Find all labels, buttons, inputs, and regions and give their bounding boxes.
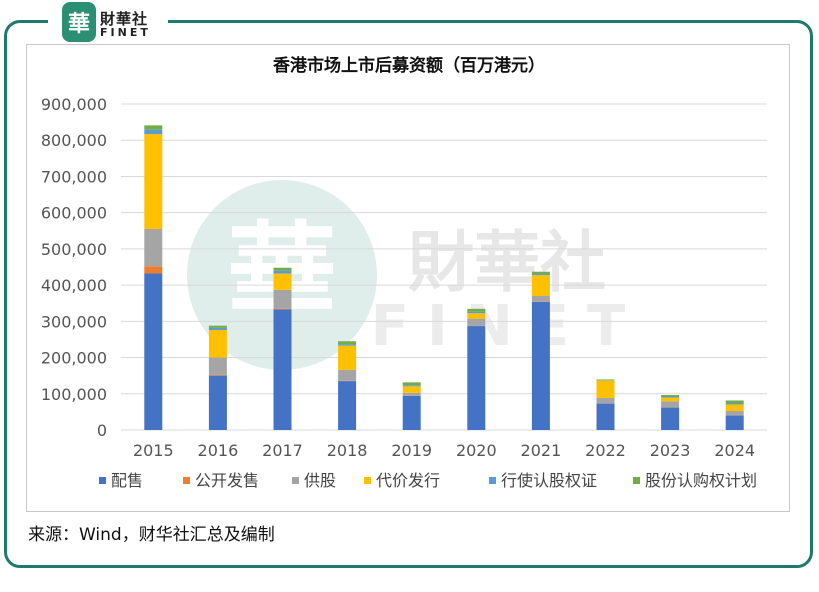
bar-segment: [402, 382, 421, 386]
y-tick-label: 300,000: [41, 312, 107, 331]
y-tick-label: 900,000: [41, 95, 107, 114]
source-note: 来源：Wind，财华社汇总及编制: [28, 525, 275, 545]
bar-segment: [144, 273, 163, 430]
bar-segment: [531, 274, 550, 296]
y-tick-label: 0: [97, 421, 107, 440]
logo-badge-icon: 華: [62, 2, 96, 42]
x-tick-label: 2017: [262, 441, 303, 460]
bar-segment: [661, 401, 680, 408]
bar-segment: [273, 309, 292, 430]
bar-segment: [273, 273, 292, 290]
chart-area: 華 財華社 FINET 香港市场上市后募资额（百万港元） 0 100,000 200…: [26, 44, 790, 512]
bar-segment: [144, 134, 163, 229]
legend-swatch: [99, 477, 106, 484]
legend-swatch: [183, 477, 190, 484]
x-tick-label: 2024: [714, 441, 755, 460]
x-tick-label: 2015: [133, 441, 174, 460]
x-tick-label: 2023: [650, 441, 691, 460]
bar-segment: [273, 270, 292, 274]
bar-segment: [725, 415, 744, 430]
bar-segment: [467, 318, 486, 326]
bar-segment: [208, 330, 227, 358]
bar-segment: [661, 397, 680, 402]
bar-segment: [273, 267, 292, 271]
bar-segment: [661, 396, 680, 398]
bar-segment: [725, 400, 744, 404]
legend-label: 代价发行: [376, 471, 440, 490]
bar-segment: [531, 271, 550, 274]
watermark-english-text: FINET: [371, 294, 643, 359]
y-tick-label: 200,000: [41, 349, 107, 368]
bar-segment: [338, 341, 357, 345]
watermark-logo: 華 財華社 FINET: [187, 180, 643, 370]
bar-segment: [208, 374, 227, 376]
bar-segment: [596, 379, 615, 381]
legend-label: 公开发售: [195, 471, 259, 490]
bar-segment: [273, 308, 292, 310]
bar-segment: [596, 403, 615, 430]
y-tick-label: 600,000: [41, 204, 107, 223]
x-tick-label: 2018: [327, 441, 368, 460]
bar-segment: [725, 404, 744, 411]
legend-swatch: [489, 477, 496, 484]
bar-segment: [402, 395, 421, 430]
bar-segment: [467, 313, 486, 319]
x-tick-label: 2022: [585, 441, 626, 460]
x-tick-label: 2021: [521, 441, 562, 460]
bar-segment: [208, 375, 227, 430]
bar-segment: [144, 228, 163, 267]
chart-title: 香港市场上市后募资额（百万港元）: [273, 55, 545, 76]
legend-label: 行使认股权证: [501, 471, 597, 490]
stacked-bar-chart: 華 財華社 FINET 香港市场上市后募资额（百万港元） 0 100,000 200…: [41, 55, 767, 490]
x-tick-label: 2019: [391, 441, 432, 460]
bar-segment: [725, 410, 744, 416]
finet-logo: 華 財華社 FINET: [48, 2, 168, 42]
bar-segment: [596, 380, 615, 398]
y-tick-label: 800,000: [41, 131, 107, 150]
bar-segment: [338, 344, 357, 346]
bar-segment: [467, 308, 486, 312]
bar-segment: [144, 266, 163, 274]
x-tick-label: 2020: [456, 441, 497, 460]
bar-segment: [338, 381, 357, 430]
y-tick-label: 500,000: [41, 240, 107, 259]
x-tick-label: 2016: [198, 441, 239, 460]
y-tick-label: 700,000: [41, 167, 107, 186]
legend-swatch: [364, 477, 371, 484]
bar-segment: [208, 357, 227, 375]
bar-segment: [661, 395, 680, 397]
bar-segment: [402, 385, 421, 387]
bar-segment: [338, 345, 357, 370]
legend-swatch: [292, 477, 299, 484]
y-tick-label: 400,000: [41, 276, 107, 295]
logo-english-text: FINET: [100, 26, 151, 39]
watermark-chinese-text: 財華社: [408, 224, 606, 301]
legend-swatch: [633, 477, 640, 484]
bar-segment: [531, 301, 550, 430]
y-tick-label: 100,000: [41, 385, 107, 404]
bar-segment: [144, 125, 163, 130]
legend-label: 股份认购权计划: [645, 471, 757, 490]
bar-segment: [531, 273, 550, 275]
bar-segment: [144, 129, 163, 135]
bar-segment: [338, 369, 357, 381]
bar-segment: [467, 326, 486, 430]
bar-segment: [467, 311, 486, 314]
bar-segment: [661, 407, 680, 430]
bar-segment: [725, 403, 744, 405]
legend-label: 配售: [111, 471, 143, 490]
bar-segment: [596, 397, 615, 404]
legend-label: 供股: [304, 471, 336, 490]
bar-segment: [402, 386, 421, 393]
bar-segment: [402, 392, 421, 396]
bar-segment: [531, 295, 550, 302]
bar-segment: [208, 325, 227, 328]
logo-chinese-text: 財華社: [100, 10, 149, 28]
bar-segment: [273, 289, 292, 309]
bar-segment: [208, 327, 227, 331]
